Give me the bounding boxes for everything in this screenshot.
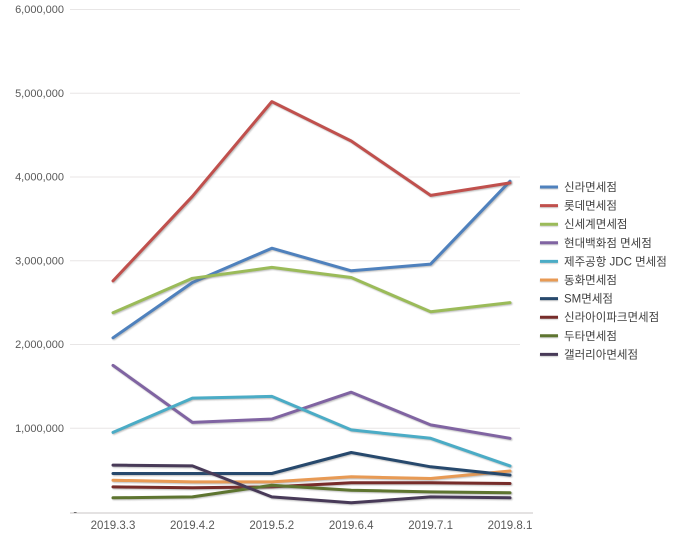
legend-item[interactable]: SM면세점 <box>540 293 613 306</box>
series-line-신세계면세점 <box>111 265 512 315</box>
legend-label: 동화면세점 <box>564 274 617 287</box>
legend-label: 두타면세점 <box>564 330 617 343</box>
legend-label: 신세계면세점 <box>564 218 627 231</box>
legend-label: 갤러리아면세점 <box>564 348 638 361</box>
legend-label: SM면세점 <box>564 293 613 306</box>
x-axis-tick-label: 2019.8.1 <box>488 520 533 532</box>
legend-label: 제주공항 JDC 면세점 <box>564 255 667 268</box>
y-axis-tick-label: 3,000,000 <box>15 255 64 267</box>
legend-item[interactable]: 두타면세점 <box>540 330 617 343</box>
series-line-두타면세점 <box>111 483 512 500</box>
series-line-동화면세점 <box>111 469 512 484</box>
legend-item[interactable]: 갤러리아면세점 <box>540 348 638 361</box>
x-axis-tick-label: 2019.5.2 <box>249 520 294 532</box>
x-axis-tick-label: 2019.4.2 <box>170 520 215 532</box>
y-axis-tick-label: 2,000,000 <box>15 339 64 351</box>
series-line-갤러리아면세점 <box>111 463 512 505</box>
legend-label: 신라아이파크면세점 <box>564 311 659 324</box>
x-axis-tick-label: 2019.3.3 <box>91 520 136 532</box>
y-axis-tick-label: 5,000,000 <box>15 88 64 100</box>
legend-item[interactable]: 동화면세점 <box>540 274 617 287</box>
legend-item[interactable]: 롯데면세점 <box>540 200 617 213</box>
legend-item[interactable]: 신라면세점 <box>540 181 617 194</box>
series-line-신라면세점 <box>111 179 512 340</box>
series-line-SM면세점 <box>111 451 512 477</box>
x-axis-tick-label: 2019.6.4 <box>329 520 374 532</box>
series-line-롯데면세점 <box>111 100 512 283</box>
x-axis-tick-label: 2019.7.1 <box>408 520 453 532</box>
y-axis-tick-label: 4,000,000 <box>15 172 64 184</box>
series-line-신라아이파크면세점 <box>111 481 512 490</box>
legend-label: 현대백화점 면세점 <box>564 237 652 250</box>
series-line-제주공항 JDC 면세점 <box>111 394 512 468</box>
legend-label: 신라면세점 <box>564 181 617 194</box>
y-axis-tick-label: 1,000,000 <box>15 423 64 435</box>
legend-item[interactable]: 신라아이파크면세점 <box>540 311 659 324</box>
legend-item[interactable]: 현대백화점 면세점 <box>540 237 652 250</box>
legend-label: 롯데면세점 <box>564 200 617 213</box>
legend-item[interactable]: 신세계면세점 <box>540 218 627 231</box>
series-line-현대백화점 면세점 <box>111 363 512 440</box>
legend-item[interactable]: 제주공항 JDC 면세점 <box>540 255 667 268</box>
y-axis-tick-label: 6,000,000 <box>15 4 64 16</box>
y-axis-tick-label: - <box>73 507 77 519</box>
